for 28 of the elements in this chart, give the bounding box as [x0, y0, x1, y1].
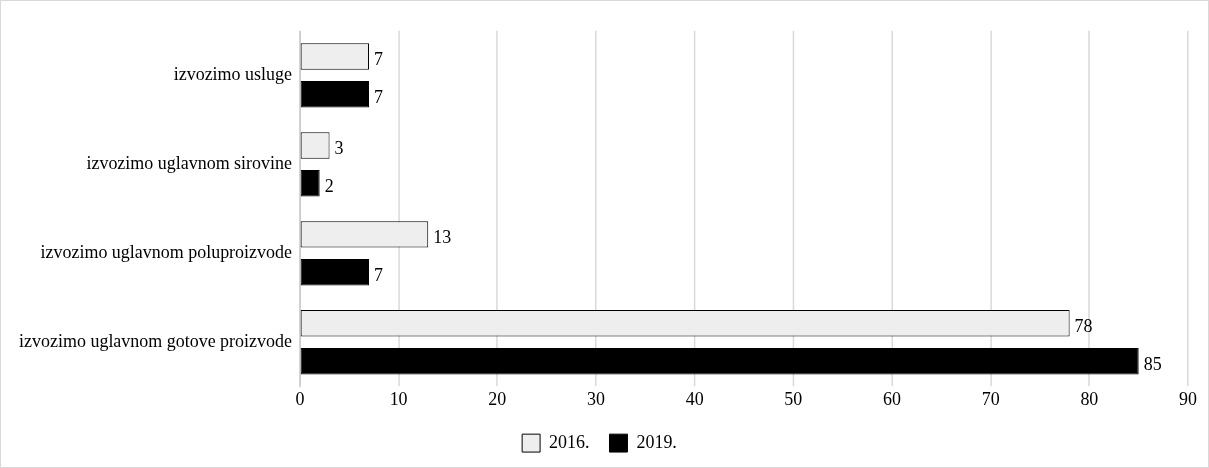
y-tick-label: izvozimo uglavnom poluproizvode	[40, 242, 292, 262]
data-label: 78	[1074, 316, 1093, 337]
data-label: 85	[1143, 353, 1162, 374]
y-tick-label: izvozimo uglavnom sirovine	[86, 153, 292, 174]
x-tick-label: 20	[488, 389, 507, 410]
x-tick-label: 30	[586, 389, 605, 410]
x-tick-label: 10	[389, 389, 408, 410]
x-tick-label: 50	[784, 389, 803, 410]
x-tick-label: 40	[685, 389, 704, 410]
legend-label: 2019.	[636, 431, 677, 452]
data-label: 13	[433, 227, 452, 248]
data-label: 7	[374, 49, 384, 70]
legend-label: 2016.	[549, 431, 590, 452]
data-label: 7	[374, 86, 384, 107]
bar	[300, 258, 370, 286]
data-label: 7	[374, 264, 384, 285]
x-tick-label: 80	[1080, 389, 1099, 410]
bar	[300, 347, 1139, 375]
bar	[300, 81, 370, 108]
y-tick-label: izvozimo usluge	[173, 64, 292, 85]
bar	[300, 170, 320, 197]
data-label: 2	[324, 175, 334, 196]
x-tick-label: 90	[1179, 389, 1198, 410]
y-tick-label: izvozimo uglavnom gotove proizvode	[19, 331, 292, 351]
x-tick-label: 0	[295, 389, 305, 410]
x-tick-label: 60	[883, 389, 902, 410]
data-label: 3	[334, 138, 344, 159]
x-tick-label: 70	[981, 389, 1000, 410]
